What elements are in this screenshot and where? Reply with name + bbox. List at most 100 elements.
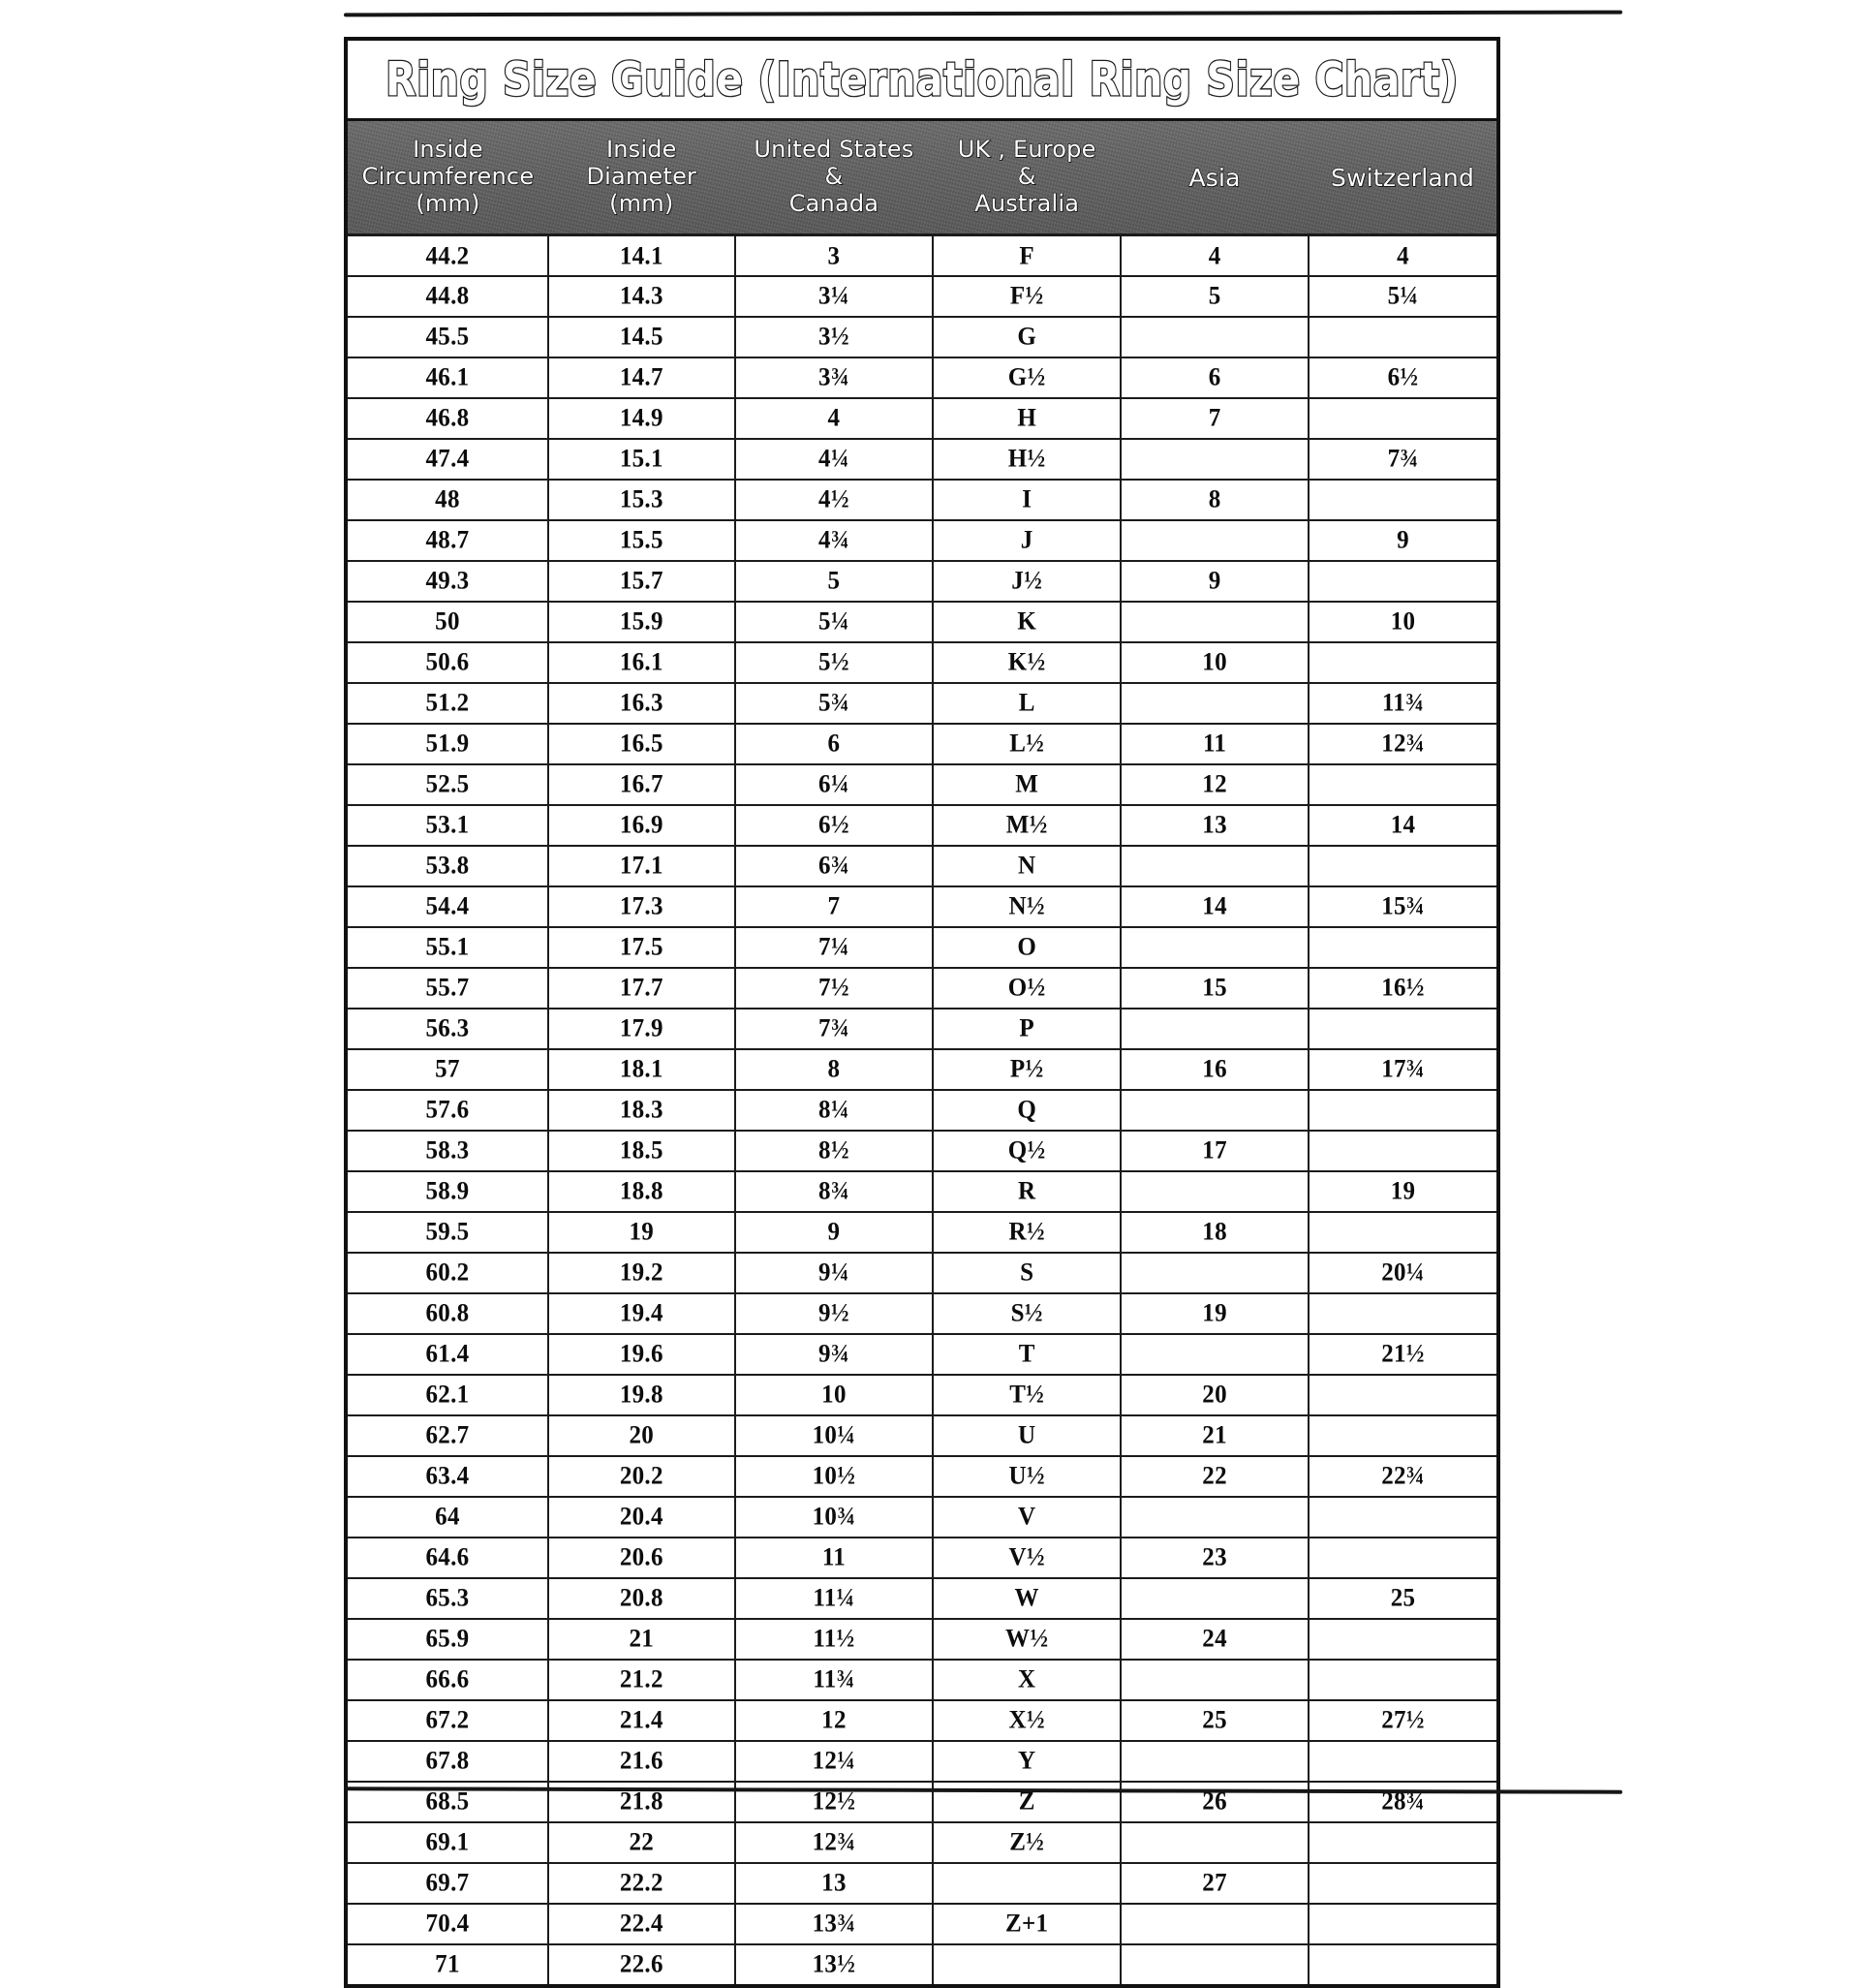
cell-us_canada: 6 [733,722,935,766]
cell-switzerland: 20¼ [1308,1251,1496,1295]
cell-switzerland [1308,559,1496,604]
table-row: 69.7 22.2 13 27 [348,1861,1496,1906]
cell-asia: 26 [1120,1780,1310,1824]
cell-switzerland [1308,762,1496,807]
cell-diameter: 15.7 [546,559,736,604]
cell-asia [1120,1739,1310,1784]
cell-us_canada: 4¾ [733,518,935,563]
table-row: 56.3 17.9 7¾ P [348,1007,1496,1051]
column-header-us-canada: United States & Canada [754,136,914,218]
cell-switzerland: 25 [1308,1576,1496,1621]
cell-us_canada: 11¼ [733,1576,935,1621]
cell-diameter: 15.5 [546,518,736,563]
cell-us_canada: 8¼ [733,1088,935,1133]
cell-uk_eu_au: T½ [932,1373,1123,1417]
cell-switzerland: 5¼ [1308,274,1496,319]
cell-us_canada: 11½ [733,1617,935,1662]
table-row: 62.7 20 10¼ U 21 [348,1413,1496,1458]
cell-diameter: 17.9 [546,1007,736,1051]
cell-switzerland [1308,1942,1496,1985]
cell-diameter: 20.2 [546,1454,736,1499]
table-body: 44.2 14.1 3 F 4 4 44.8 14.3 3¼ F½ 5 5¼ 45.5 14.5 3½ G 46… [348,233,1496,1985]
cell-us_canada: 8½ [733,1129,935,1173]
cell-us_canada: 5¾ [733,681,935,726]
title-band: Ring Size Guide (International Ring Size… [348,41,1496,121]
column-header-inside-diameter: Inside Diameter (mm) [586,136,697,218]
cell-diameter: 14.7 [546,356,736,400]
cell-diameter: 19.4 [546,1291,736,1336]
cell-switzerland [1308,315,1496,359]
cell-switzerland [1308,1373,1496,1417]
cell-diameter: 17.7 [546,966,736,1010]
cell-asia: 13 [1120,803,1310,848]
cell-diameter: 18.1 [546,1047,736,1092]
cell-switzerland: 11¾ [1308,681,1496,726]
column-header-asia: Asia [1188,163,1241,192]
cell-asia [1120,1942,1310,1985]
cell-circumference: 69.1 [348,1820,549,1865]
table-row: 55.1 17.5 7¼ O [348,925,1496,970]
cell-circumference: 52.5 [348,762,549,807]
table-row: 69.1 22 12¾ Z½ [348,1820,1496,1865]
cell-circumference: 69.7 [348,1861,549,1906]
table-row: 61.4 19.6 9¾ T 21½ [348,1332,1496,1377]
cell-uk_eu_au: X½ [932,1698,1123,1743]
cell-asia: 15 [1120,966,1310,1010]
cell-circumference: 62.7 [348,1413,549,1458]
cell-us_canada: 3¼ [733,274,935,319]
cell-switzerland: 19 [1308,1169,1496,1214]
cell-diameter: 21.2 [546,1658,736,1702]
cell-asia [1120,1169,1310,1214]
cell-uk_eu_au: H [932,396,1123,441]
cell-uk_eu_au: R [932,1169,1123,1214]
cell-us_canada: 3¾ [733,356,935,400]
cell-diameter: 18.8 [546,1169,736,1214]
cell-asia [1120,1902,1310,1946]
cell-asia: 24 [1120,1617,1310,1662]
cell-switzerland: 22¾ [1308,1454,1496,1499]
cell-circumference: 57 [348,1047,549,1092]
table-row: 46.8 14.9 4 H 7 [348,396,1496,441]
table-row: 51.9 16.5 6 L½ 11 12¾ [348,722,1496,766]
cell-asia [1120,1658,1310,1702]
cell-asia: 12 [1120,762,1310,807]
cell-us_canada: 5¼ [733,600,935,644]
cell-diameter: 14.1 [546,233,736,278]
cell-diameter: 21.6 [546,1739,736,1784]
cell-asia [1120,925,1310,970]
cell-diameter: 18.5 [546,1129,736,1173]
cell-uk_eu_au [932,1942,1123,1985]
table-row: 60.2 19.2 9¼ S 20¼ [348,1251,1496,1295]
cell-asia: 22 [1120,1454,1310,1499]
cell-circumference: 59.5 [348,1210,549,1255]
cell-uk_eu_au: F [932,233,1123,278]
cell-uk_eu_au: Q½ [932,1129,1123,1173]
table-row: 67.2 21.4 12 X½ 25 27½ [348,1698,1496,1743]
cell-diameter: 20.4 [546,1495,736,1539]
cell-uk_eu_au: Y [932,1739,1123,1784]
cell-circumference: 64 [348,1495,549,1539]
cell-switzerland [1308,1413,1496,1458]
cell-circumference: 50.6 [348,640,549,685]
cell-asia: 17 [1120,1129,1310,1173]
cell-switzerland [1308,1129,1496,1173]
cell-circumference: 45.5 [348,315,549,359]
table-row: 57.6 18.3 8¼ Q [348,1088,1496,1133]
cell-asia: 21 [1120,1413,1310,1458]
cell-us_canada: 8¾ [733,1169,935,1214]
table-row: 54.4 17.3 7 N½ 14 15¾ [348,885,1496,929]
cell-circumference: 50 [348,600,549,644]
cell-circumference: 44.2 [348,233,549,278]
cell-switzerland: 10 [1308,600,1496,644]
cell-uk_eu_au: Q [932,1088,1123,1133]
column-header-uk-europe-australia: UK , Europe & Australia [957,136,1096,218]
cell-circumference: 58.3 [348,1129,549,1173]
table-row: 65.3 20.8 11¼ W 25 [348,1576,1496,1621]
cell-circumference: 51.9 [348,722,549,766]
cell-diameter: 21 [546,1617,736,1662]
cell-circumference: 53.8 [348,844,549,888]
cell-diameter: 16.5 [546,722,736,766]
cell-diameter: 18.3 [546,1088,736,1133]
cell-circumference: 56.3 [348,1007,549,1051]
table-row: 50.6 16.1 5½ K½ 10 [348,640,1496,685]
